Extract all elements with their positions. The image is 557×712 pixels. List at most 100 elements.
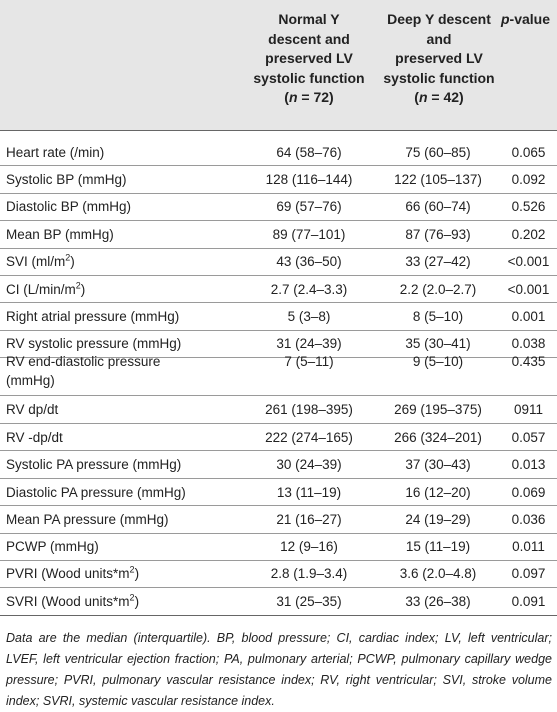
header-divider <box>0 130 557 131</box>
header-p-rest: -value <box>509 11 551 27</box>
cell-p-value: 0.097 <box>511 566 546 581</box>
row-label-superscript: 2 <box>129 592 135 603</box>
cell-deep-y: 35 (30–41) <box>405 336 471 351</box>
cell-p-value: 0.526 <box>511 199 546 214</box>
row-divider <box>0 357 557 358</box>
cell-deep-y: 75 (60–85) <box>405 145 471 160</box>
row-label: Mean PA pressure (mmHg) <box>6 512 169 527</box>
header-deep-line-2: and <box>426 30 452 47</box>
row-label: RV -dp/dt <box>6 430 63 445</box>
cell-deep-y: 122 (105–137) <box>394 172 482 187</box>
row-label-line-1: RV end-diastolic pressure <box>6 354 161 369</box>
header-deep-n-value: = 42 <box>427 89 460 105</box>
cell-normal-y: 128 (116–144) <box>265 172 353 187</box>
row-label-superscript: 2 <box>65 252 71 263</box>
row-label: SVRI (Wood units*m2) <box>6 592 244 611</box>
row-divider <box>0 302 557 303</box>
cell-normal-y: 5 (3–8) <box>287 309 331 324</box>
cell-normal-y: 2.7 (2.4–3.3) <box>270 282 348 297</box>
row-label: Diastolic BP (mmHg) <box>6 199 132 214</box>
cell-normal-y: 69 (57–76) <box>276 199 342 214</box>
cell-p-value: 0.091 <box>511 594 546 609</box>
header-normal-n: (n = 72) <box>284 89 334 105</box>
cell-normal-y: 261 (198–395) <box>265 402 353 417</box>
cell-p-value: 0911 <box>513 402 544 417</box>
row-divider <box>0 193 557 194</box>
cell-p-value: 0.435 <box>511 354 546 369</box>
row-label: Systolic BP (mmHg) <box>6 172 127 187</box>
row-label: PCWP (mmHg) <box>6 539 99 554</box>
row-divider <box>0 220 557 221</box>
table-row: Systolic PA pressure (mmHg) 30 (24–39) 37 … <box>0 455 557 474</box>
cell-deep-y: 24 (19–29) <box>405 512 471 527</box>
row-divider <box>0 560 557 561</box>
table-footnote: Data are the median (interquartile). BP,… <box>6 631 552 708</box>
row-label: Diastolic PA pressure (mmHg) <box>6 485 186 500</box>
table-row: Mean PA pressure (mmHg) 21 (16–27) 24 (19–… <box>0 510 557 529</box>
row-label-text: CI (L/min/m <box>6 282 76 297</box>
cell-deep-y: 266 (324–201) <box>394 430 482 445</box>
table-row: RV systolic pressure (mmHg) 31 (24–39) 35 … <box>0 334 557 353</box>
row-label-text: SVI (ml/m <box>6 254 66 269</box>
row-divider <box>0 505 557 506</box>
row-label: RV dp/dt <box>6 402 59 417</box>
header-normal-y: Normal Y descent and preserved LV systol… <box>234 10 384 108</box>
table-row: RV dp/dt 261 (198–395) 269 (195–375) 0911 <box>0 400 557 419</box>
row-divider <box>0 478 557 479</box>
row-label: PVRI (Wood units*m2) <box>6 564 244 583</box>
cell-p-value: <0.001 <box>507 254 550 269</box>
row-label: Systolic PA pressure (mmHg) <box>6 457 182 472</box>
cell-normal-y: 30 (24–39) <box>276 457 342 472</box>
header-normal-n-value: = 72 <box>297 89 330 105</box>
table-row: Systolic BP (mmHg) 128 (116–144) 122 (105–… <box>0 170 557 189</box>
row-divider <box>0 165 557 166</box>
cell-p-value: 0.038 <box>511 336 546 351</box>
cell-normal-y: 89 (77–101) <box>272 227 346 242</box>
cell-deep-y: 33 (26–38) <box>405 594 471 609</box>
table-row: CI (L/min/m2) 2.7 (2.4–3.3) 2.2 (2.0–2.7) <… <box>0 280 557 299</box>
table-row: RV -dp/dt 222 (274–165) 266 (324–201) 0.057 <box>0 428 557 447</box>
cell-normal-y: 31 (24–39) <box>276 336 342 351</box>
cell-deep-y: 2.2 (2.0–2.7) <box>399 282 477 297</box>
cell-p-value: <0.001 <box>507 282 550 297</box>
cell-normal-y: 13 (11–19) <box>276 485 342 500</box>
row-divider <box>0 423 557 424</box>
cell-p-value: 0.036 <box>511 512 546 527</box>
header-deep-n: (n = 42) <box>414 89 464 105</box>
table-row: Diastolic PA pressure (mmHg) 13 (11–19) 16… <box>0 483 557 502</box>
table-row: SVRI (Wood units*m2) 31 (25–35) 33 (26–38)… <box>0 592 557 611</box>
header-p-italic: p <box>500 11 510 27</box>
header-deep-y: Deep Y descent and preserved LV systolic… <box>364 10 514 108</box>
cell-p-value: 0.092 <box>511 172 546 187</box>
cell-deep-y: 3.6 (2.0–4.8) <box>399 566 477 581</box>
cell-normal-y: 7 (5–11) <box>284 354 334 369</box>
cell-p-value: 0.057 <box>511 430 546 445</box>
row-label-suffix: ) <box>70 254 75 269</box>
header-deep-line-3: preserved LV <box>395 50 483 66</box>
cell-p-value: 0.202 <box>511 227 546 242</box>
row-label-superscript: 2 <box>129 564 135 575</box>
table-row: RV end-diastolic pressure (mmHg) 7 (5–11) 9… <box>0 352 557 392</box>
header-p-value: p-value <box>494 10 557 30</box>
header-normal-line-2: descent and <box>268 30 350 47</box>
row-label-suffix: ) <box>134 566 140 581</box>
cell-p-value: 0.065 <box>511 145 546 160</box>
row-label: RV end-diastolic pressure (mmHg) <box>6 352 244 390</box>
header-deep-line-4: systolic function <box>383 69 495 86</box>
row-divider <box>0 275 557 276</box>
table-row: Diastolic BP (mmHg) 69 (57–76) 66 (60–74) 0… <box>0 197 557 216</box>
table-row: PCWP (mmHg) 12 (9–16) 15 (11–19) 0.011 <box>0 537 557 556</box>
row-divider <box>0 248 557 249</box>
table-header <box>0 0 557 130</box>
table-row: PVRI (Wood units*m2) 2.8 (1.9–3.4) 3.6 (2.… <box>0 564 557 583</box>
row-label: RV systolic pressure (mmHg) <box>6 336 182 351</box>
row-label-suffix: ) <box>134 594 140 609</box>
cell-deep-y: 37 (30–43) <box>405 457 471 472</box>
table-row: SVI (ml/m2) 43 (36–50) 33 (27–42) <0.001 <box>0 252 557 271</box>
row-label-line-2: (mmHg) <box>6 373 55 388</box>
cell-deep-y: 33 (27–42) <box>405 254 471 269</box>
cell-normal-y: 43 (36–50) <box>276 254 342 269</box>
row-divider <box>0 330 557 331</box>
cell-p-value: 0.069 <box>511 485 546 500</box>
cell-deep-y: 8 (5–10) <box>412 309 464 324</box>
